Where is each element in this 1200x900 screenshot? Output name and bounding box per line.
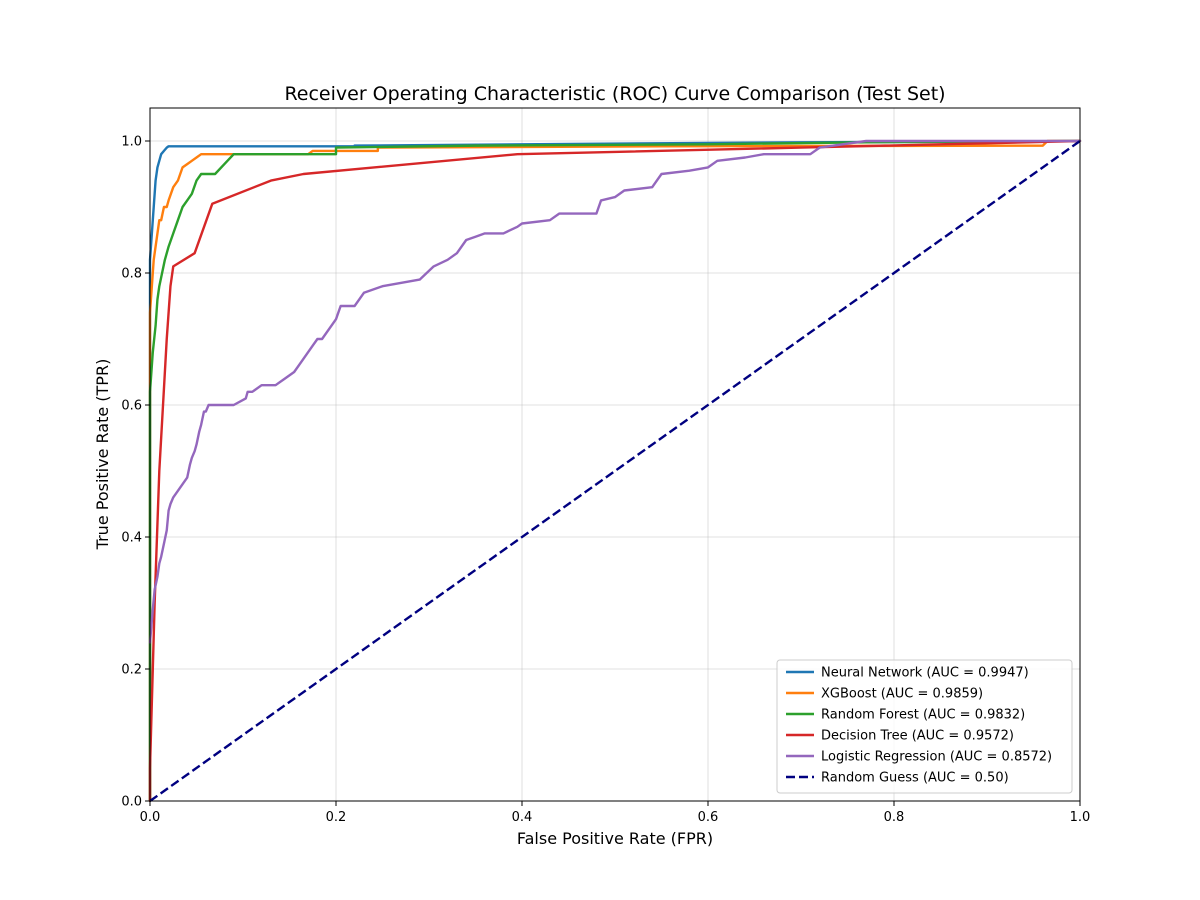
legend-entry-label: Random Guess (AUC = 0.50) — [821, 771, 1009, 786]
y-tick-label: 0.2 — [121, 663, 142, 678]
y-tick-label: 0.8 — [121, 267, 142, 282]
legend-entry-label: Random Forest (AUC = 0.9832) — [821, 708, 1025, 723]
legend-entry-label: Neural Network (AUC = 0.9947) — [821, 666, 1029, 681]
legend-box — [776, 659, 1073, 794]
series-lines — [148, 139, 1082, 803]
chart-title: Receiver Operating Characteristic (ROC) … — [284, 83, 945, 105]
y-axis-label: True Positive Rate (TPR) — [93, 359, 112, 551]
x-tick-label: 0.4 — [512, 810, 533, 825]
legend: Neural Network (AUC = 0.9947) XGBoost (AU… — [776, 659, 1073, 794]
y-tick-label: 0.4 — [121, 531, 142, 546]
series-line-4 — [148, 139, 1082, 644]
x-tick-label: 0.8 — [884, 810, 905, 825]
x-axis-label: False Positive Rate (FPR) — [517, 829, 713, 848]
series-line-0 — [148, 139, 1082, 803]
plot-frame — [149, 107, 1081, 802]
y-tick-label: 1.0 — [121, 135, 142, 150]
legend-entry-label: XGBoost (AUC = 0.9859) — [821, 687, 983, 702]
series-line-2 — [148, 139, 1082, 803]
legend-entry-label: Logistic Regression (AUC = 0.8572) — [821, 750, 1052, 765]
y-tick-label: 0.0 — [121, 795, 142, 810]
x-tick-label: 0.6 — [698, 810, 719, 825]
axis-ticks: 0.0 0.2 0.4 0.6 0.8 1.0 0.0 0.2 0.4 0.6 0.8 1.0 — [121, 135, 1090, 826]
x-tick-label: 0.0 — [140, 810, 161, 825]
y-tick-label: 0.6 — [121, 399, 142, 414]
x-tick-label: 1.0 — [1070, 810, 1091, 825]
legend-entry-label: Decision Tree (AUC = 0.9572) — [821, 729, 1014, 744]
series-line-1 — [148, 139, 1082, 803]
x-tick-label: 0.2 — [326, 810, 347, 825]
series-line-5 — [149, 140, 1081, 802]
